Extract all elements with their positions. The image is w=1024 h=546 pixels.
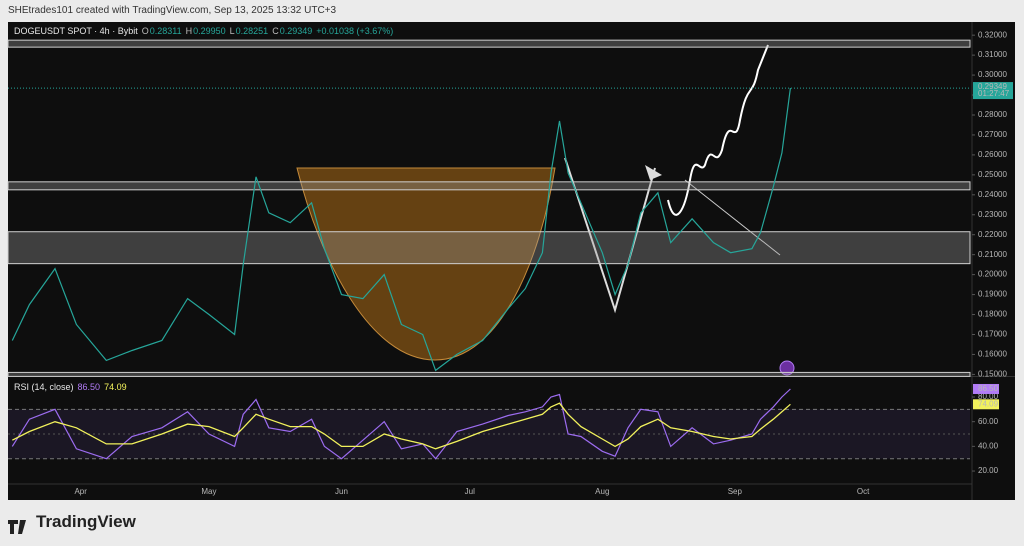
y-tick-label: 0.25000 <box>978 170 1007 179</box>
y-tick-label: 0.26000 <box>978 150 1007 159</box>
projection-drawing <box>667 44 769 216</box>
legend-change: +0.01038 (+3.67%) <box>316 26 394 36</box>
y-tick-label: 0.16000 <box>978 350 1007 359</box>
legend-key: O <box>141 26 149 36</box>
legend-value: 74.09 <box>104 382 127 392</box>
brand: TradingView <box>36 512 136 531</box>
legend: DOGEUSDT SPOT · 4h · Bybit O0.28311 H0.299… <box>14 26 397 36</box>
event-icon <box>779 360 795 376</box>
zone <box>7 181 971 191</box>
y-tick-label: 0.23000 <box>978 210 1007 219</box>
y-tick-label: 0.30000 <box>978 70 1007 79</box>
y-tick-label: 0.17000 <box>978 330 1007 339</box>
y-tick-label: 0.22000 <box>978 230 1007 239</box>
y-tick-label: 0.19000 <box>978 290 1007 299</box>
x-tick-label: May <box>201 487 216 496</box>
y-tick-label: 0.21000 <box>978 250 1007 259</box>
y-tick-label: 60.00 <box>978 417 999 426</box>
last-price-box <box>973 82 1013 100</box>
x-tick-label: Oct <box>857 487 870 496</box>
x-tick-label: Sep <box>728 487 743 496</box>
x-tick-label: Apr <box>74 487 87 496</box>
legend-key: C <box>272 26 279 36</box>
credit: SHEtrades101 created with TradingView.co… <box>8 5 337 16</box>
zone <box>7 39 971 48</box>
y-tick-label: 40.00 <box>978 441 999 450</box>
series-line <box>11 88 791 372</box>
y-tick-label: 0.24000 <box>978 190 1007 199</box>
y-tick-label: 20.00 <box>978 466 999 475</box>
legend-value: 0.28311 <box>149 26 182 36</box>
zone <box>7 231 971 265</box>
x-tick-label: Aug <box>595 487 609 496</box>
legend-value: 0.29349 <box>279 26 313 36</box>
value-box-label: 74.09 <box>978 399 999 408</box>
series-line <box>11 388 791 460</box>
legend-value: 86.50 <box>77 382 101 392</box>
value-box <box>973 383 999 394</box>
zone <box>7 371 971 377</box>
countdown: 01:27:47 <box>978 89 1010 98</box>
legend-title: RSI (14, close) <box>14 382 74 392</box>
series-line <box>12 402 791 450</box>
y-tick-label: 0.28000 <box>978 110 1007 119</box>
y-tick-label: 0.31000 <box>978 50 1007 59</box>
value-box-label: 86.50 <box>978 384 999 393</box>
y-tick-label: 0.32000 <box>978 30 1007 39</box>
y-tick-label: 0.27000 <box>978 130 1007 139</box>
y-tick-label: 0.20000 <box>978 270 1007 279</box>
value-box <box>973 399 999 410</box>
legend-key: H <box>185 26 193 36</box>
y-tick-label: 80.00 <box>978 392 999 401</box>
x-tick-label: Jul <box>465 487 475 496</box>
trend-line <box>684 179 781 256</box>
w-drawing <box>564 157 656 314</box>
legend-value: 0.29950 <box>193 26 226 36</box>
y-tick-label: 0.18000 <box>978 310 1007 319</box>
legend-key: L <box>229 26 235 36</box>
arrow-head <box>645 165 662 180</box>
y-tick-label: 0.15000 <box>978 370 1007 379</box>
legend-title: DOGEUSDT SPOT · 4h · Bybit <box>14 26 138 36</box>
legend-value: 0.28251 <box>235 26 269 36</box>
x-tick-label: Jun <box>335 487 348 496</box>
last-price-label: 0.29349 <box>978 82 1007 91</box>
brand-logo <box>8 520 26 534</box>
legend: RSI (14, close) 86.50 74.09 <box>14 382 131 392</box>
